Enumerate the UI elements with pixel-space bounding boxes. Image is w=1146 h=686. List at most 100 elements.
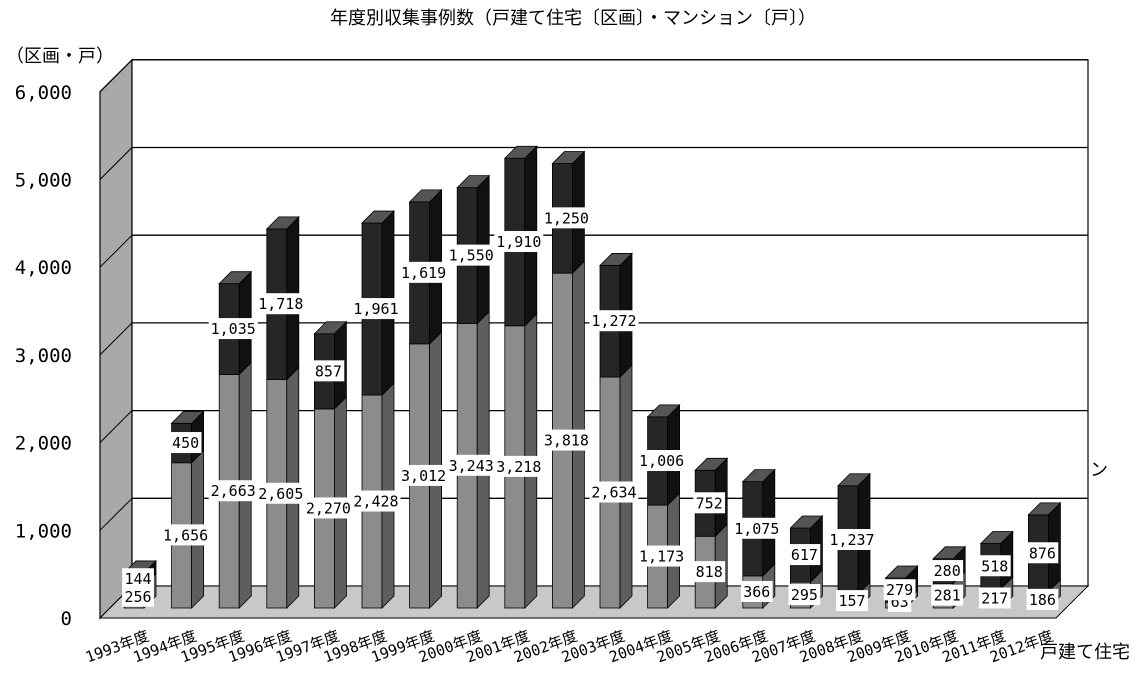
data-label-house-bg — [1026, 588, 1059, 610]
data-label-house: 281 — [931, 584, 964, 606]
data-label-mansion-text: 1,272 — [591, 312, 636, 330]
data-label-house: 2,663 — [208, 480, 258, 502]
bar-top — [741, 469, 776, 483]
y-tick-label: 5,000 — [15, 170, 72, 192]
y-tick-label: 2,000 — [15, 433, 72, 455]
data-label-house: 217 — [978, 587, 1011, 609]
y-tick-label: 3,000 — [15, 345, 72, 367]
data-label-house-bg — [256, 482, 306, 504]
data-label-mansion-text: 752 — [696, 494, 723, 512]
data-label-mansion-text: 1,718 — [258, 295, 303, 313]
data-label-mansion-text: 1,550 — [449, 247, 494, 265]
y-tick-label: 1,000 — [15, 520, 72, 542]
bar-top — [218, 271, 253, 285]
data-label-house-text: 217 — [981, 589, 1008, 607]
data-label-house: 157 — [836, 590, 868, 612]
data-label-mansion-bg — [637, 450, 687, 472]
data-label-mansion-bg — [399, 261, 449, 283]
data-label-mansion-bg — [169, 432, 202, 454]
bar-top — [313, 321, 348, 335]
data-label-mansion: 280 — [931, 560, 964, 582]
gridline-side — [99, 234, 133, 268]
data-label-mansion-text: 1,006 — [639, 452, 684, 470]
bar-top — [646, 404, 681, 418]
y-tick-label: 6,000 — [15, 82, 72, 104]
data-label-mansion-text: 1,910 — [496, 233, 541, 251]
data-label-mansion-text: 1,237 — [829, 531, 874, 549]
data-label-house-text: 295 — [791, 586, 818, 604]
data-label-mansion-text: 279 — [886, 581, 913, 599]
data-label-house-bg — [637, 545, 687, 567]
data-label-house-text: 366 — [743, 583, 770, 601]
data-label-mansion: 857 — [312, 360, 345, 382]
data-label-mansion-text: 857 — [315, 362, 342, 380]
data-label-mansion-bg — [931, 560, 964, 582]
data-label-mansion-bg — [788, 544, 821, 566]
data-label-mansion-bg — [541, 207, 591, 229]
data-label-house: 2,605 — [256, 482, 306, 504]
data-label-house: 3,243 — [446, 454, 496, 476]
data-label-mansion-text: 450 — [172, 434, 199, 452]
data-label-house-bg — [931, 584, 964, 606]
data-label-mansion-bg — [494, 231, 544, 253]
data-label-house-bg — [836, 590, 868, 612]
data-label-mansion-text: 1,075 — [734, 520, 779, 538]
data-label-house: 1,656 — [161, 524, 211, 546]
gridline-side — [99, 322, 133, 356]
bar-top — [170, 410, 205, 424]
gridline-side — [99, 147, 133, 180]
data-label-mansion: 752 — [693, 492, 726, 514]
data-label-house-bg — [740, 580, 773, 602]
gridline-side — [99, 410, 133, 443]
data-label-house-text: 3,243 — [449, 457, 494, 475]
data-label-mansion: 144 — [122, 568, 154, 590]
data-label-mansion-text: 1,619 — [401, 264, 446, 282]
data-label-house-text: 2,270 — [306, 499, 351, 517]
data-label-mansion: 1,006 — [637, 450, 687, 472]
data-label-house-text: 3,012 — [401, 467, 446, 485]
data-label-mansion: 279 — [883, 579, 916, 601]
y-axis-unit-label: （区画・戸） — [6, 46, 114, 67]
y-tick-label: 0 — [61, 608, 72, 630]
y-tick-label: 4,000 — [15, 257, 72, 279]
data-label-house-bg — [399, 464, 449, 486]
data-label-house: 2,428 — [351, 490, 401, 512]
data-label-house: 818 — [693, 561, 726, 583]
data-label-mansion-bg — [208, 318, 258, 340]
series-label-house: 戸建て住宅 — [1040, 642, 1130, 663]
bar-top — [599, 253, 633, 266]
data-label-mansion: 1,237 — [827, 528, 877, 550]
gridline-side — [99, 59, 133, 93]
chart-title: 年度別収集事例数（戸建て住宅〔区画〕・マンション〔戸〕） — [330, 8, 816, 29]
bar-top — [789, 515, 824, 529]
data-label-mansion: 1,272 — [589, 310, 639, 332]
data-label-house: 2,634 — [589, 481, 639, 503]
data-label-mansion: 1,250 — [541, 207, 591, 229]
bar-top — [837, 473, 871, 487]
data-label-mansion-text: 518 — [981, 557, 1008, 575]
data-label-house-text: 2,663 — [211, 482, 256, 500]
data-label-house-bg — [122, 585, 154, 607]
data-label-house: 3,012 — [399, 464, 449, 486]
data-label-mansion: 1,961 — [351, 298, 401, 320]
data-label-mansion: 1,718 — [256, 293, 306, 315]
data-label-house-bg — [541, 429, 591, 451]
bar-top — [979, 531, 1014, 544]
data-label-house-text: 3,218 — [496, 458, 541, 476]
data-label-mansion: 1,619 — [399, 261, 449, 283]
data-label-house: 186 — [1026, 588, 1059, 610]
data-label-mansion-text: 144 — [124, 570, 151, 588]
data-label-mansion: 1,550 — [446, 244, 496, 266]
bar-top — [503, 145, 538, 159]
data-label-mansion-text: 1,961 — [353, 300, 398, 318]
data-label-mansion-bg — [351, 298, 401, 320]
data-label-house-text: 256 — [124, 588, 151, 606]
data-label-house: 3,818 — [541, 429, 591, 451]
data-label-mansion-bg — [827, 528, 877, 550]
data-label-mansion: 876 — [1026, 542, 1059, 564]
data-label-house-bg — [351, 490, 401, 512]
data-label-mansion-text: 876 — [1029, 544, 1056, 562]
data-label-house-bg — [208, 480, 258, 502]
data-label-mansion: 1,035 — [208, 318, 258, 340]
data-label-house-bg — [693, 561, 726, 583]
